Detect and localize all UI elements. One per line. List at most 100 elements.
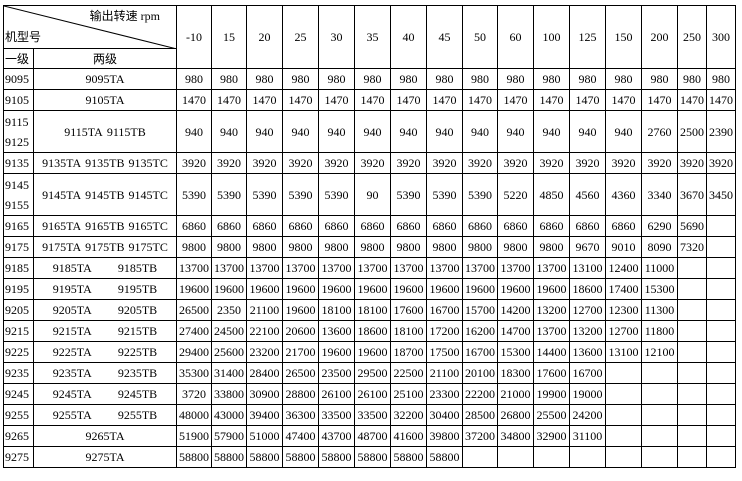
level1-model: 9255	[3, 404, 34, 426]
torque-value: 3920	[354, 152, 391, 174]
level1-model: 9235	[3, 362, 34, 384]
torque-value: 37200	[462, 425, 498, 447]
speed-header: 60	[497, 5, 534, 69]
torque-value: 21700	[282, 341, 319, 363]
torque-value: 9800	[246, 236, 283, 258]
table-row: 9245 9245TA 9245TB 3720 33800 30900 28800 26100…	[3, 383, 736, 405]
torque-value: 3920	[176, 152, 212, 174]
torque-value: 3920	[246, 152, 283, 174]
torque-value: 5390	[176, 173, 212, 216]
level2-model-code: 9195TB	[117, 282, 158, 296]
level1-model-code: 9275	[5, 450, 29, 464]
speed-header: 100	[533, 5, 570, 69]
torque-value	[605, 404, 642, 426]
level2-model-code: 9245TB	[117, 387, 158, 401]
torque-value	[706, 257, 736, 279]
torque-value	[641, 446, 678, 468]
torque-value: 940	[176, 110, 212, 153]
level2-model-code: 9175TC	[128, 240, 168, 254]
torque-value: 12400	[605, 257, 642, 279]
torque-value	[706, 299, 736, 321]
torque-value: 11800	[641, 320, 678, 342]
torque-value: 57900	[211, 425, 247, 447]
torque-value: 980	[246, 68, 283, 90]
level2-model-code: 9165TB	[85, 219, 125, 233]
speed-header: 20	[246, 5, 283, 69]
level1-model-code: 9145	[5, 177, 29, 192]
level1-model-code: 9245	[5, 387, 29, 401]
torque-value: 19600	[211, 278, 247, 300]
torque-value: 6860	[282, 215, 319, 237]
torque-value: 58800	[176, 446, 212, 468]
torque-value: 28500	[462, 404, 498, 426]
level2-model-code: 9145TB	[85, 187, 125, 202]
torque-value: 9800	[426, 236, 463, 258]
torque-value: 21100	[426, 362, 463, 384]
torque-value: 23300	[426, 383, 463, 405]
torque-value: 6860	[390, 215, 427, 237]
torque-value: 12300	[605, 299, 642, 321]
level2-model-code: 9175TA	[42, 240, 82, 254]
level2-model-code: 9115TA	[64, 124, 103, 139]
level1-model-code: 9215	[5, 324, 29, 338]
torque-value	[605, 425, 642, 447]
level2-models: 9215TA 9215TB	[33, 320, 177, 342]
torque-value: 3920	[497, 152, 534, 174]
level2-models: 9265TA	[33, 425, 177, 447]
table-row: 9115 9125 9115TA 9115TB 940 940 940 940 940 940 94…	[3, 110, 736, 153]
torque-value: 9800	[318, 236, 355, 258]
level1-model: 9215	[3, 320, 34, 342]
torque-value: 5220	[497, 173, 534, 216]
torque-value	[605, 383, 642, 405]
torque-value: 16700	[569, 362, 606, 384]
torque-value: 5390	[211, 173, 247, 216]
table-row: 9225 9225TA 9225TB 29400 25600 23200 21700 1960…	[3, 341, 736, 363]
level2-model-code: 9145TA	[42, 187, 82, 202]
torque-value: 3920	[462, 152, 498, 174]
level2-model-code: 9135TC	[128, 156, 168, 170]
torque-value: 13100	[605, 341, 642, 363]
table-row: 9185 9185TA 9185TB 13700 13700 13700 13700 1370…	[3, 257, 736, 279]
torque-value: 18100	[354, 299, 391, 321]
torque-value: 4850	[533, 173, 570, 216]
torque-value: 19600	[354, 341, 391, 363]
torque-value	[677, 446, 707, 468]
level1-model: 9265	[3, 425, 34, 447]
level2-model-code: 9145TC	[128, 187, 168, 202]
torque-value: 3670	[677, 173, 707, 216]
torque-value: 14700	[497, 320, 534, 342]
speed-header: 30	[318, 5, 355, 69]
torque-value: 58800	[390, 446, 427, 468]
table-row: 9195 9195TA 9195TB 19600 19600 19600 19600 1960…	[3, 278, 736, 300]
torque-value: 19600	[282, 278, 319, 300]
torque-value	[605, 362, 642, 384]
torque-value	[677, 341, 707, 363]
torque-value: 2350	[211, 299, 247, 321]
torque-value: 18300	[497, 362, 534, 384]
diagonal-line	[4, 6, 174, 48]
torque-value: 940	[246, 110, 283, 153]
torque-value: 17600	[533, 362, 570, 384]
torque-value: 21000	[497, 383, 534, 405]
torque-value: 6290	[641, 215, 678, 237]
speed-header: 150	[605, 5, 642, 69]
table-row: 9275 9275TA 58800 58800 58800 58800 58800 58800…	[3, 446, 736, 468]
level1-model-code: 9125	[5, 134, 29, 149]
torque-value: 940	[497, 110, 534, 153]
speed-label: 输出转速 rpm	[89, 9, 160, 23]
torque-value: 1470	[282, 89, 319, 111]
level2-models: 9275TA	[33, 446, 177, 468]
torque-value	[533, 446, 570, 468]
torque-value: 19600	[176, 278, 212, 300]
torque-value: 11300	[641, 299, 678, 321]
torque-value: 20100	[462, 362, 498, 384]
speed-header: 40	[390, 5, 427, 69]
torque-value: 13200	[533, 299, 570, 321]
torque-value: 980	[605, 68, 642, 90]
level2-models: 9255TA 9255TB	[33, 404, 177, 426]
level1-model: 9165	[3, 215, 34, 237]
torque-value: 15300	[641, 278, 678, 300]
level1-header: 一级	[3, 48, 34, 69]
torque-value: 12700	[569, 299, 606, 321]
torque-value: 13700	[533, 257, 570, 279]
